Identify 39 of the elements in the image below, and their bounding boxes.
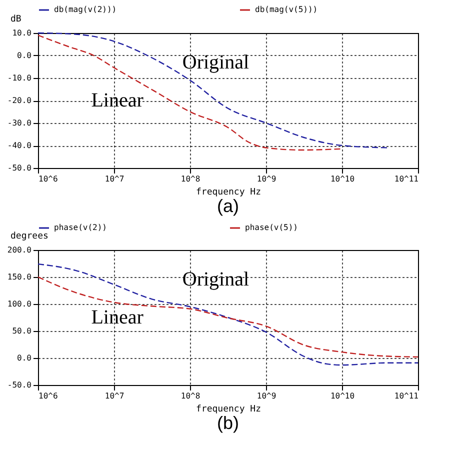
y-tick-label: 50.0	[12, 326, 32, 336]
x-tick-label: 10^11	[394, 174, 419, 184]
legend-label: phase(v(5))	[245, 223, 298, 232]
text: (a)	[217, 196, 239, 216]
y-tick-label: -30.0	[7, 118, 32, 128]
x-tick-label: 10^7	[104, 174, 124, 184]
y-axis-title: dB	[10, 14, 22, 24]
legend-label: db(mag(v(5)))	[255, 5, 318, 14]
y-tick-label: -50.0	[7, 164, 32, 172]
annotation: Original	[182, 52, 250, 74]
x-axis-title: frequency Hz	[196, 404, 262, 414]
x-tick-label: 10^6	[38, 392, 58, 400]
annotation: Linear	[91, 306, 144, 328]
y-tick-label: 100.0	[7, 300, 32, 308]
y-tick-label: -10.0	[7, 74, 32, 82]
y-axis-title: degrees	[10, 232, 48, 242]
y-tick-label: 150.0	[7, 272, 32, 282]
legend-label: db(mag(v(2)))	[54, 5, 117, 14]
x-axis-title: frequency Hz	[196, 188, 262, 198]
y-tick-label: -40.0	[7, 141, 32, 150]
x-tick-label: 10^9	[256, 392, 276, 400]
x-tick-label: 10^9	[256, 174, 276, 184]
annotation: Linear	[91, 90, 144, 112]
x-tick-label: 10^11	[394, 392, 419, 400]
x-tick-label: 10^8	[180, 174, 200, 184]
y-tick-label: 10.0	[12, 28, 32, 38]
x-tick-label: 10^6	[38, 174, 58, 184]
x-tick-label: 10^7	[104, 392, 124, 400]
y-tick-label: 0.0	[17, 354, 32, 362]
x-tick-label: 10^10	[330, 392, 355, 400]
y-tick-label: 200.0	[7, 246, 32, 254]
annotation: Original	[182, 268, 250, 291]
legend-label: phase(v(2))	[54, 223, 107, 232]
y-tick-label: -50.0	[7, 380, 32, 390]
x-tick-label: 10^10	[330, 174, 355, 184]
y-tick-label: 0.0	[17, 51, 32, 60]
x-tick-label: 10^8	[180, 392, 200, 400]
y-tick-label: -20.0	[7, 96, 32, 105]
text: (b)	[217, 413, 239, 433]
